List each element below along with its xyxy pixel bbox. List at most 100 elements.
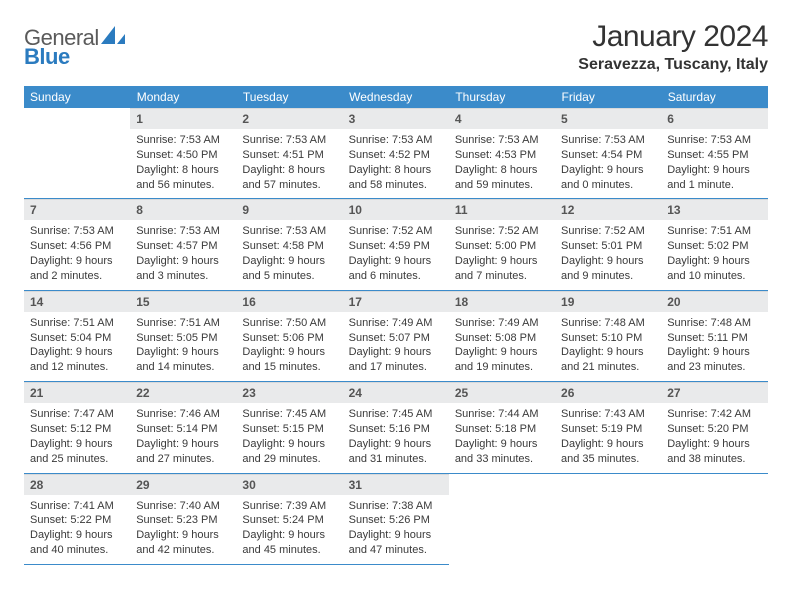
daylight-text2: and 29 minutes.	[242, 452, 336, 467]
calendar-cell: 29Sunrise: 7:40 AMSunset: 5:23 PMDayligh…	[130, 473, 236, 564]
daylight-text2: and 31 minutes.	[349, 452, 443, 467]
day-details: Sunrise: 7:51 AMSunset: 5:05 PMDaylight:…	[130, 312, 236, 381]
daylight-text: Daylight: 8 hours	[349, 163, 443, 178]
calendar-page: General January 2024 Seravezza, Tuscany,…	[0, 0, 792, 585]
sunrise-text: Sunrise: 7:48 AM	[561, 316, 655, 331]
sunrise-text: Sunrise: 7:42 AM	[667, 407, 761, 422]
day-details: Sunrise: 7:51 AMSunset: 5:02 PMDaylight:…	[661, 220, 767, 289]
daylight-text: Daylight: 9 hours	[667, 345, 761, 360]
calendar-cell: 18Sunrise: 7:49 AMSunset: 5:08 PMDayligh…	[449, 290, 555, 381]
day-details: Sunrise: 7:53 AMSunset: 4:51 PMDaylight:…	[236, 129, 342, 198]
daylight-text: Daylight: 9 hours	[30, 437, 124, 452]
sunset-text: Sunset: 5:20 PM	[667, 422, 761, 437]
daylight-text: Daylight: 9 hours	[242, 345, 336, 360]
day-number: 6	[661, 108, 767, 129]
daylight-text2: and 3 minutes.	[136, 269, 230, 284]
day-number: 19	[555, 291, 661, 312]
daylight-text: Daylight: 9 hours	[349, 345, 443, 360]
daylight-text2: and 10 minutes.	[667, 269, 761, 284]
weekday-header: Thursday	[449, 86, 555, 108]
weekday-header: Saturday	[661, 86, 767, 108]
sunrise-text: Sunrise: 7:44 AM	[455, 407, 549, 422]
day-number: 9	[236, 199, 342, 220]
calendar-cell: 5Sunrise: 7:53 AMSunset: 4:54 PMDaylight…	[555, 108, 661, 199]
calendar-cell: 2Sunrise: 7:53 AMSunset: 4:51 PMDaylight…	[236, 108, 342, 199]
calendar-cell: 8Sunrise: 7:53 AMSunset: 4:57 PMDaylight…	[130, 199, 236, 290]
daylight-text2: and 0 minutes.	[561, 178, 655, 193]
sunrise-text: Sunrise: 7:45 AM	[349, 407, 443, 422]
day-number: 15	[130, 291, 236, 312]
day-number: 13	[661, 199, 767, 220]
calendar-cell: 21Sunrise: 7:47 AMSunset: 5:12 PMDayligh…	[24, 382, 130, 473]
day-number	[555, 474, 661, 494]
logo-text-blue-wrap: Blue	[24, 44, 70, 70]
calendar-cell: 10Sunrise: 7:52 AMSunset: 4:59 PMDayligh…	[343, 199, 449, 290]
day-number: 8	[130, 199, 236, 220]
calendar-table: Sunday Monday Tuesday Wednesday Thursday…	[24, 86, 768, 565]
daylight-text2: and 2 minutes.	[30, 269, 124, 284]
calendar-cell: 7Sunrise: 7:53 AMSunset: 4:56 PMDaylight…	[24, 199, 130, 290]
sunrise-text: Sunrise: 7:53 AM	[136, 224, 230, 239]
daylight-text: Daylight: 9 hours	[349, 437, 443, 452]
daylight-text: Daylight: 9 hours	[349, 254, 443, 269]
calendar-row: 28Sunrise: 7:41 AMSunset: 5:22 PMDayligh…	[24, 473, 768, 564]
day-details: Sunrise: 7:38 AMSunset: 5:26 PMDaylight:…	[343, 495, 449, 564]
day-details: Sunrise: 7:53 AMSunset: 4:57 PMDaylight:…	[130, 220, 236, 289]
day-number: 10	[343, 199, 449, 220]
calendar-row: 21Sunrise: 7:47 AMSunset: 5:12 PMDayligh…	[24, 382, 768, 473]
day-details: Sunrise: 7:48 AMSunset: 5:11 PMDaylight:…	[661, 312, 767, 381]
sunset-text: Sunset: 4:57 PM	[136, 239, 230, 254]
day-number	[449, 474, 555, 494]
calendar-cell: 24 Sunrise: 7:45 AMSunset: 5:16 PMDayligh…	[343, 382, 449, 473]
daylight-text: Daylight: 9 hours	[561, 163, 655, 178]
daylight-text2: and 9 minutes.	[561, 269, 655, 284]
day-number: 24	[343, 382, 449, 403]
day-number: 12	[555, 199, 661, 220]
sunset-text: Sunset: 5:12 PM	[30, 422, 124, 437]
sunset-text: Sunset: 5:05 PM	[136, 331, 230, 346]
calendar-cell: 11Sunrise: 7:52 AMSunset: 5:00 PMDayligh…	[449, 199, 555, 290]
daylight-text2: and 45 minutes.	[242, 543, 336, 558]
day-number: 25	[449, 382, 555, 403]
day-number	[24, 108, 130, 128]
calendar-cell: 20Sunrise: 7:48 AMSunset: 5:11 PMDayligh…	[661, 290, 767, 381]
sunset-text: Sunset: 5:16 PM	[349, 422, 443, 437]
calendar-cell	[555, 473, 661, 564]
calendar-cell: 1Sunrise: 7:53 AMSunset: 4:50 PMDaylight…	[130, 108, 236, 199]
sunset-text: Sunset: 5:18 PM	[455, 422, 549, 437]
location: Seravezza, Tuscany, Italy	[578, 56, 768, 74]
daylight-text2: and 35 minutes.	[561, 452, 655, 467]
sunrise-text: Sunrise: 7:41 AM	[30, 499, 124, 514]
day-details: Sunrise: 7:49 AMSunset: 5:08 PMDaylight:…	[449, 312, 555, 381]
day-details: Sunrise: 7:51 AMSunset: 5:04 PMDaylight:…	[24, 312, 130, 381]
day-details: Sunrise: 7:49 AMSunset: 5:07 PMDaylight:…	[343, 312, 449, 381]
day-details	[24, 128, 130, 138]
daylight-text: Daylight: 9 hours	[242, 254, 336, 269]
day-number: 1	[130, 108, 236, 129]
daylight-text2: and 57 minutes.	[242, 178, 336, 193]
daylight-text: Daylight: 9 hours	[455, 254, 549, 269]
sunrise-text: Sunrise: 7:38 AM	[349, 499, 443, 514]
day-details: Sunrise: 7:53 AMSunset: 4:53 PMDaylight:…	[449, 129, 555, 198]
daylight-text2: and 6 minutes.	[349, 269, 443, 284]
day-details: Sunrise: 7:53 AMSunset: 4:58 PMDaylight:…	[236, 220, 342, 289]
daylight-text: Daylight: 9 hours	[561, 437, 655, 452]
daylight-text2: and 33 minutes.	[455, 452, 549, 467]
calendar-cell: 22Sunrise: 7:46 AMSunset: 5:14 PMDayligh…	[130, 382, 236, 473]
day-number: 11	[449, 199, 555, 220]
daylight-text2: and 27 minutes.	[136, 452, 230, 467]
sunset-text: Sunset: 4:59 PM	[349, 239, 443, 254]
weekday-header: Wednesday	[343, 86, 449, 108]
day-number: 20	[661, 291, 767, 312]
sunset-text: Sunset: 4:53 PM	[455, 148, 549, 163]
day-details	[555, 494, 661, 504]
daylight-text: Daylight: 9 hours	[667, 163, 761, 178]
sunset-text: Sunset: 5:14 PM	[136, 422, 230, 437]
calendar-cell: 17Sunrise: 7:49 AMSunset: 5:07 PMDayligh…	[343, 290, 449, 381]
day-details: Sunrise: 7:47 AMSunset: 5:12 PMDaylight:…	[24, 403, 130, 472]
sunrise-text: Sunrise: 7:51 AM	[30, 316, 124, 331]
daylight-text2: and 56 minutes.	[136, 178, 230, 193]
calendar-cell: 26Sunrise: 7:43 AMSunset: 5:19 PMDayligh…	[555, 382, 661, 473]
sunset-text: Sunset: 5:07 PM	[349, 331, 443, 346]
calendar-cell: 31Sunrise: 7:38 AMSunset: 5:26 PMDayligh…	[343, 473, 449, 564]
